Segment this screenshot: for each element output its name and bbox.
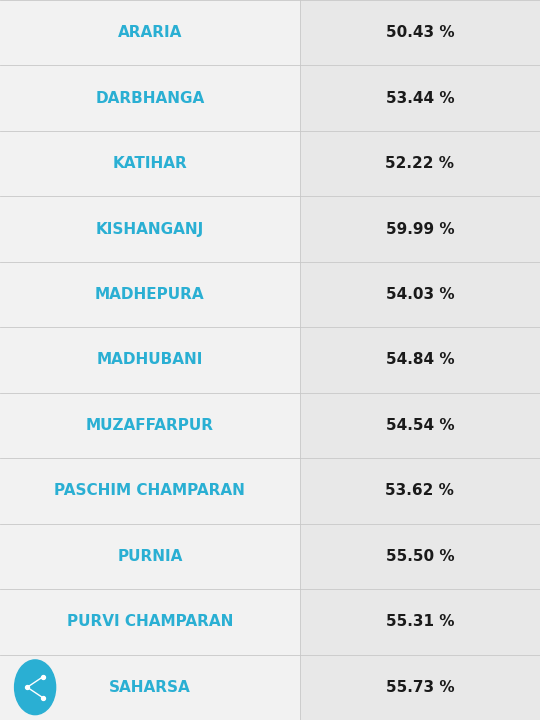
Text: SAHARSA: SAHARSA [109,680,191,695]
Text: 50.43 %: 50.43 % [386,25,454,40]
Bar [300,328,540,392]
Text: 55.50 %: 55.50 % [386,549,454,564]
Text: 54.84 %: 54.84 % [386,353,454,367]
Text: 54.54 %: 54.54 % [386,418,454,433]
Bar [0,392,300,458]
Text: MUZAFFARPUR: MUZAFFARPUR [86,418,214,433]
Text: PURVI CHAMPARAN: PURVI CHAMPARAN [66,614,233,629]
Bar [0,589,300,654]
Bar [0,328,300,392]
Circle shape [15,660,56,715]
Text: KISHANGANJ: KISHANGANJ [96,222,204,237]
Bar [300,66,540,131]
Text: 54.03 %: 54.03 % [386,287,454,302]
Text: ARARIA: ARARIA [118,25,182,40]
Bar [0,66,300,131]
Bar [300,131,540,197]
Bar [300,589,540,654]
Text: PURNIA: PURNIA [117,549,183,564]
Text: 55.31 %: 55.31 % [386,614,454,629]
Bar [300,458,540,523]
Text: 52.22 %: 52.22 % [386,156,454,171]
Bar [300,197,540,262]
Text: KATIHAR: KATIHAR [112,156,187,171]
Bar [300,654,540,720]
Text: MADHEPURA: MADHEPURA [95,287,205,302]
Bar [0,654,300,720]
Text: DARBHANGA: DARBHANGA [95,91,205,106]
Bar [0,0,300,66]
Bar [0,131,300,197]
Bar [0,523,300,589]
Bar [0,262,300,328]
Text: PASCHIM CHAMPARAN: PASCHIM CHAMPARAN [55,483,245,498]
Bar [0,197,300,262]
Point [23,682,31,693]
Bar [300,523,540,589]
Bar [0,458,300,523]
Bar [300,0,540,66]
Point [39,671,48,683]
Point [39,692,48,703]
Bar [300,392,540,458]
Text: MADHUBANI: MADHUBANI [97,353,203,367]
Text: 53.62 %: 53.62 % [386,483,454,498]
Bar [300,262,540,328]
Text: 55.73 %: 55.73 % [386,680,454,695]
Text: 59.99 %: 59.99 % [386,222,454,237]
Text: 53.44 %: 53.44 % [386,91,454,106]
